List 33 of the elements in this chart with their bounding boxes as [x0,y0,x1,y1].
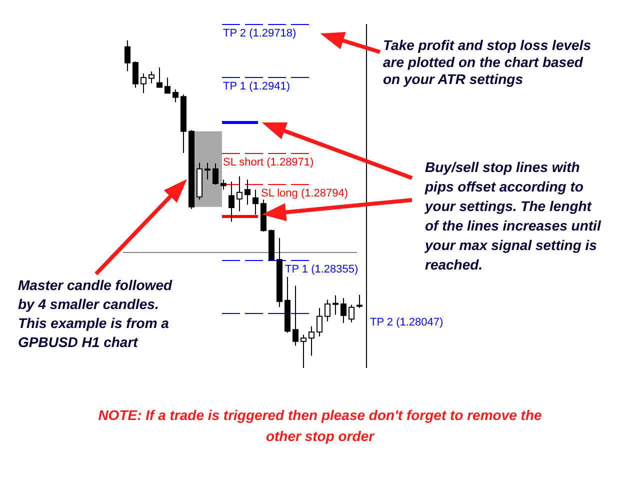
candlestick [228,181,234,222]
candlestick [148,71,154,84]
text: Take profit and stop loss levels are plotted on the chart based on your ATR settings [383,37,592,87]
candlestick [172,89,178,103]
candlestick [236,176,242,212]
candlestick [204,162,210,180]
candlestick [292,285,298,346]
ref-line-label: TP 1 (1.28355) [285,264,358,276]
candlestick [244,179,250,206]
candlestick [332,294,338,316]
text: NOTE: If a trade is triggered then please don't forget to remove the other stop order [98,407,542,444]
candlestick [140,72,146,94]
candlestick [324,299,330,322]
annotation: Master candle followed by 4 smaller candles. This example is from a GPBUSD H1 chart [18,277,172,350]
candlestick [132,61,138,88]
candlestick [220,179,226,190]
candlestick [164,77,170,94]
ref-line-label: TP 2 (1.29718) [223,28,296,40]
candlestick [212,162,218,186]
candlestick [340,297,346,324]
candlestick [252,189,258,216]
ref-line-label: SL short (1.28971) [223,156,314,168]
candlestick [316,308,322,337]
candlestick [356,294,362,309]
candlestick [124,40,130,72]
candlestick [348,304,354,323]
candlestick [156,67,162,88]
ref-line-label: SL long (1.28794) [261,188,348,200]
ref-line-label: TP 1 (1.2941) [223,80,290,92]
candlestick [300,334,306,368]
ref-line-label: TP 2 (1.28047) [370,316,444,328]
text: Buy/sell stop lines with pips offset according to your settings. The lenght of the lines increases until your max signal setting is reached. [424,159,602,272]
candlestick [308,326,314,356]
